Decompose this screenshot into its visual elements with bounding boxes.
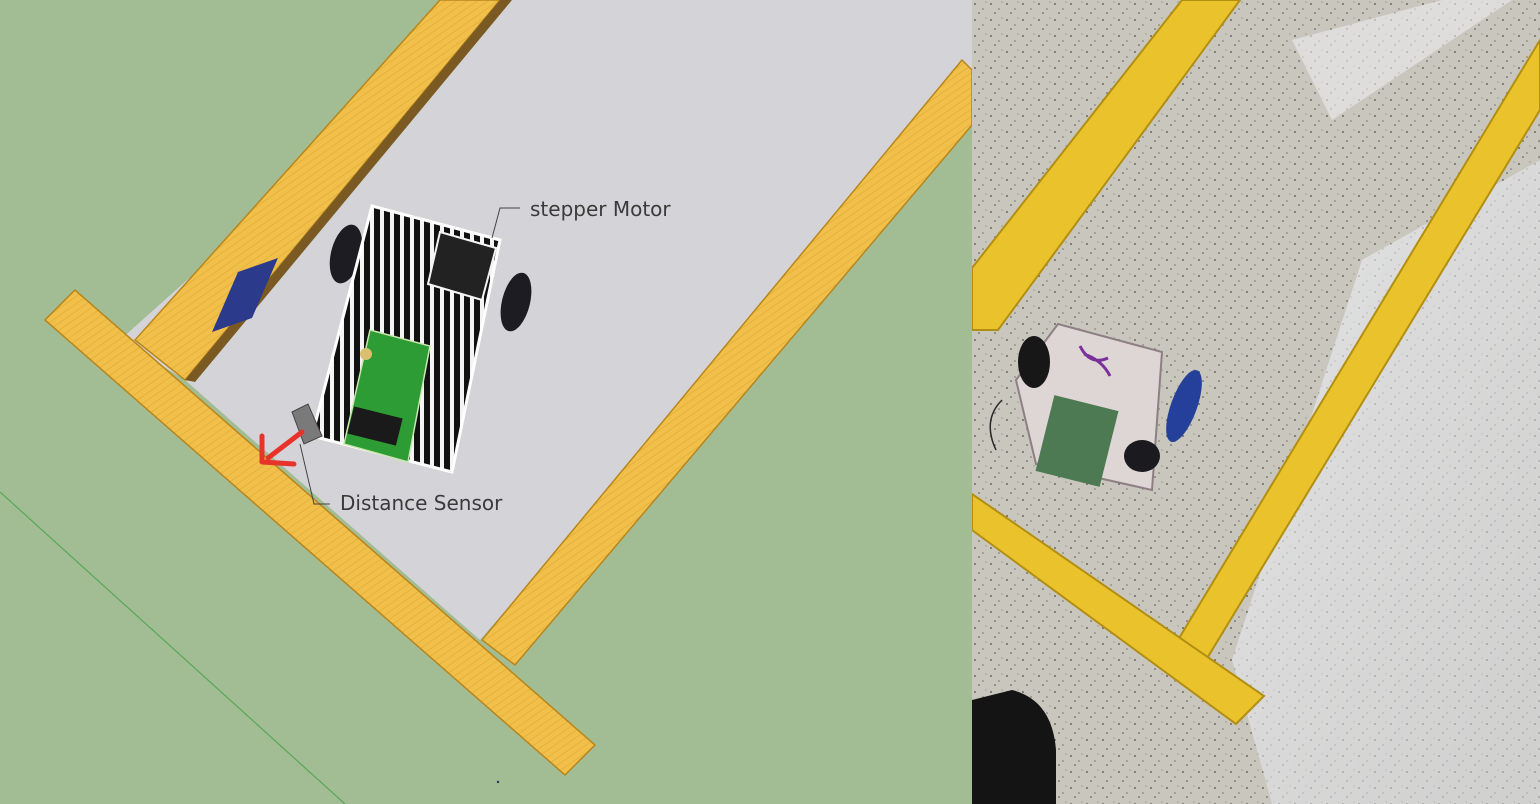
robot-blue-part — [1166, 370, 1202, 442]
robot-model — [259, 204, 532, 474]
end-rail — [43, 288, 597, 777]
stepper-motor-leader — [491, 207, 520, 239]
direction-arrow — [259, 429, 305, 467]
shoe — [972, 690, 1056, 804]
axis-origin-dot — [496, 780, 500, 784]
left-rail — [972, 0, 1242, 331]
right-rail — [480, 58, 972, 667]
board-component — [360, 348, 372, 360]
end-rail — [972, 492, 1266, 726]
robot-board — [1035, 395, 1119, 487]
robot-photo-panel — [972, 0, 1540, 804]
model-render-panel: stepper Motor Distance Sensor — [0, 0, 972, 804]
robot-photo — [972, 0, 1540, 804]
stepper-motor-label: stepper Motor — [530, 197, 671, 221]
floor-glare — [1232, 160, 1540, 804]
robot-wires — [1078, 345, 1112, 377]
robot-right-wheel — [1124, 440, 1160, 472]
distance-sensor-label: Distance Sensor — [340, 491, 503, 515]
ground-axis-line — [0, 491, 346, 804]
stepper-motor — [426, 230, 498, 302]
board-chip — [347, 406, 403, 446]
robot-cable — [989, 399, 1003, 451]
distance-sensor-leader — [299, 443, 330, 505]
floor-glare-top — [1292, 0, 1512, 120]
left-rail-side — [185, 0, 512, 382]
model-render: stepper Motor Distance Sensor — [0, 0, 972, 804]
right-wheel — [500, 272, 532, 332]
marker-plate — [212, 258, 278, 332]
robot-left-wheel — [1018, 336, 1050, 388]
robot-photo-body — [989, 322, 1202, 492]
